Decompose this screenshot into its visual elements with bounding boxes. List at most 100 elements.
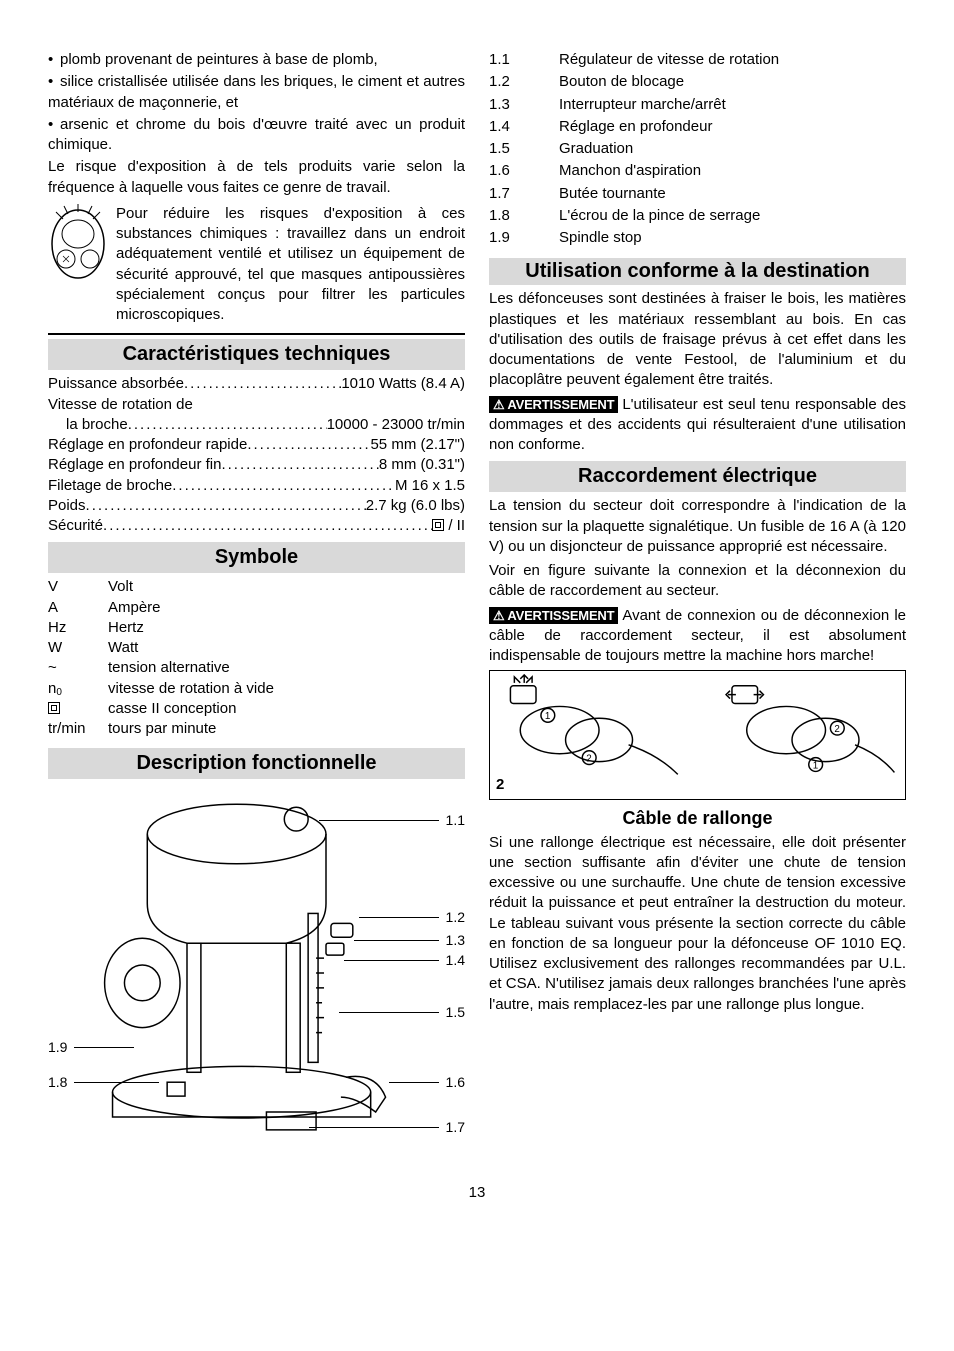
spec-value: M 16 x 1.5 [395,476,465,496]
spec-row: la broche ..............................… [48,415,465,435]
symbol-key: ~ [48,658,108,678]
spec-row: Réglage en profondeur fin ..............… [48,455,465,475]
electrical-warning: AVERTISSEMENTAvant de connexion ou de dé… [489,606,906,667]
symbol-value: Watt [108,638,138,658]
page-number: 13 [48,1183,906,1203]
router-illustration [48,783,465,1163]
svg-text:1: 1 [813,761,818,772]
symbol-row: HzHertz [48,618,465,638]
parts-value: L'écrou de la pince de serrage [559,206,760,226]
symbol-value: Hertz [108,618,144,638]
left-column: •plomb provenant de peintures à base de … [48,50,465,1163]
parts-row: 1.8L'écrou de la pince de serrage [489,206,906,226]
callout-1-2: 1.2 [446,908,465,927]
spec-row: Filetage de broche .....................… [48,476,465,496]
parts-row: 1.2Bouton de blocage [489,72,906,92]
symbol-key: V [48,577,108,597]
spec-label: Filetage de broche [48,476,172,496]
symbol-key: A [48,598,108,618]
electrical-p2: Voir en figure suivante la connexion et … [489,561,906,602]
bullet-item: •arsenic et chrome du bois d'œuvre trait… [48,115,465,156]
symbol-row: tr/mintours par minute [48,719,465,739]
symbol-row: AAmpère [48,598,465,618]
spec-dots: ........................................… [128,415,327,435]
spec-dots: ........................................… [184,374,341,394]
spec-dots: ........................................… [221,455,378,475]
parts-value: Manchon d'aspiration [559,161,701,181]
symbol-key: Hz [48,618,108,638]
bullet-text: silice cristallisée utilisée dans les br… [48,73,465,110]
symbol-key: W [48,638,108,658]
warning-badge: AVERTISSEMENT [489,396,618,414]
parts-list: 1.1Régulateur de vitesse de rotation1.2B… [489,50,906,248]
parts-key: 1.4 [489,117,559,137]
symbol-key: n0 [48,679,108,700]
symbol-row: casse II conception [48,699,465,719]
spec-label: la broche [66,415,128,435]
divider [48,333,465,335]
parts-row: 1.7Butée tournante [489,184,906,204]
symbol-value: tours par minute [108,719,216,739]
callout-1-5: 1.5 [446,1003,465,1022]
functional-description-heading: Description fonctionnelle [48,748,465,779]
parts-value: Spindle stop [559,228,642,248]
spec-label: Réglage en profondeur rapide [48,435,247,455]
parts-key: 1.3 [489,95,559,115]
right-column: 1.1Régulateur de vitesse de rotation1.2B… [489,50,906,1163]
spec-label: Poids [48,496,86,516]
electrical-heading: Raccordement électrique [489,461,906,492]
symbol-value: Volt [108,577,133,597]
spec-row: Vitesse de rotation de [48,395,465,415]
bullet-text: plomb provenant de peintures à base de p… [60,51,378,68]
bullet-item: •plomb provenant de peintures à base de … [48,50,465,70]
spec-list: Puissance absorbée .....................… [48,374,465,536]
parts-key: 1.1 [489,50,559,70]
spec-value: 8 mm (0.31") [379,455,465,475]
cable-figure: 1 2 2 1 2 [489,670,906,800]
symbol-key: tr/min [48,719,108,739]
mask-advice-block: Pour réduire les risques d'exposition à … [48,204,465,326]
spec-label: Puissance absorbée [48,374,184,394]
spec-row: Puissance absorbée .....................… [48,374,465,394]
symbol-value: vitesse de rotation à vide [108,679,274,700]
spec-dots: ........................................… [172,476,395,496]
two-column-layout: •plomb provenant de peintures à base de … [48,50,906,1163]
callout-1-8: 1.8 [48,1073,67,1092]
parts-key: 1.9 [489,228,559,248]
callout-1-3: 1.3 [446,931,465,950]
parts-row: 1.3Interrupteur marche/arrêt [489,95,906,115]
figure-number: 2 [496,775,504,795]
parts-key: 1.6 [489,161,559,181]
spec-dots: ........................................… [103,516,432,536]
parts-key: 1.7 [489,184,559,204]
bullet-text: arsenic et chrome du bois d'œuvre traité… [48,116,465,153]
hazard-bullets: •plomb provenant de peintures à base de … [48,50,465,155]
parts-value: Graduation [559,139,633,159]
symbol-row: ~tension alternative [48,658,465,678]
parts-value: Régulateur de vitesse de rotation [559,50,779,70]
parts-row: 1.5Graduation [489,139,906,159]
double-insulation-icon [48,702,60,714]
intended-use-warning: AVERTISSEMENTL'utilisateur est seul tenu… [489,395,906,456]
cable-illustration: 1 2 2 1 [490,671,905,799]
svg-text:2: 2 [586,754,591,765]
extension-cord-paragraph: Si une rallonge électrique est nécessair… [489,833,906,1015]
spec-value: 1010 Watts (8.4 A) [341,374,465,394]
intended-use-heading: Utilisation conforme à la destination [489,258,906,285]
svg-text:2: 2 [834,724,839,735]
risk-paragraph: Le risque d'exposition à de tels produit… [48,157,465,198]
parts-row: 1.1Régulateur de vitesse de rotation [489,50,906,70]
spec-value: 2.7 kg (6.0 lbs) [366,496,465,516]
spec-row: Réglage en profondeur rapide ...........… [48,435,465,455]
parts-key: 1.5 [489,139,559,159]
callout-1-9: 1.9 [48,1038,67,1057]
symbol-row: WWatt [48,638,465,658]
spec-value: / II [432,516,465,536]
parts-value: Réglage en profondeur [559,117,712,137]
bullet-item: •silice cristallisée utilisée dans les b… [48,72,465,113]
parts-value: Bouton de blocage [559,72,684,92]
spec-value: 55 mm (2.17") [370,435,465,455]
callout-1-7: 1.7 [446,1118,465,1137]
parts-row: 1.4Réglage en profondeur [489,117,906,137]
symbol-value: Ampère [108,598,161,618]
